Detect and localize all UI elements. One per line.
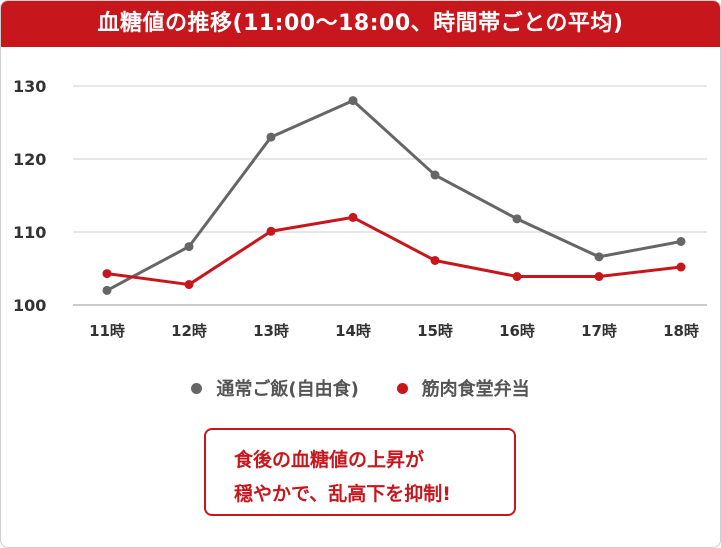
x-tick-label-4: 14時 (335, 322, 371, 340)
series-0-point-7 (594, 252, 604, 262)
series-1-point-2 (184, 280, 194, 290)
y-tick-label-100: 100 (13, 296, 46, 315)
legend: 通常ご飯(自由食) 筋肉食堂弁当 (1, 375, 720, 401)
series-0-point-3 (266, 132, 276, 142)
series-0-point-5 (430, 170, 440, 180)
line-chart: 100 110 120 130 11時 12時 13時 14時 15時 16時 17時 18時 (13, 77, 707, 340)
x-tick-label-1: 11時 (89, 322, 125, 340)
y-tick-label-120: 120 (13, 150, 46, 169)
callout-line-2: 穏やかで、乱高下を抑制! (234, 483, 451, 505)
x-tick-label-2: 12時 (171, 322, 207, 340)
x-tick-label-6: 16時 (499, 322, 535, 340)
series-0-point-4 (348, 96, 358, 106)
series-1-point-7 (594, 272, 604, 282)
series-line-0 (106, 99, 682, 292)
series-1-point-5 (430, 255, 440, 265)
series-0-point-2 (184, 242, 194, 252)
y-tick-label-130: 130 (13, 77, 46, 96)
series-0-point-1 (102, 285, 112, 295)
x-tick-label-7: 17時 (581, 322, 617, 340)
legend-gray-marker-icon (191, 382, 203, 394)
legend-item-red: 筋肉食堂弁当 (396, 375, 530, 401)
series-1-point-1 (102, 269, 112, 279)
series-1-point-6 (512, 272, 522, 282)
callout-box: 食後の血糖値の上昇が 穏やかで、乱高下を抑制! (204, 428, 516, 516)
series-1-point-8 (676, 262, 686, 272)
series-0-point-8 (676, 236, 686, 246)
legend-item-gray: 通常ご飯(自由食) (191, 375, 359, 401)
legend-label-muscle-bento: 筋肉食堂弁当 (421, 379, 530, 400)
y-tick-label-110: 110 (13, 223, 46, 242)
x-tick-label-8: 18時 (663, 322, 699, 340)
series-1-point-3 (266, 226, 276, 236)
legend-red-marker-icon (396, 382, 408, 394)
series-0-point-6 (512, 214, 522, 224)
x-tick-label-3: 13時 (253, 322, 289, 340)
chart-title: 血糖値の推移(11:00〜18:00、時間帯ごとの平均) (1, 1, 720, 47)
x-tick-label-5: 15時 (417, 322, 453, 340)
series-1-point-4 (348, 212, 358, 222)
callout-line-1: 食後の血糖値の上昇が (234, 449, 425, 471)
series-line-1 (106, 215, 682, 287)
legend-label-normal-rice: 通常ご飯(自由食) (216, 379, 359, 400)
